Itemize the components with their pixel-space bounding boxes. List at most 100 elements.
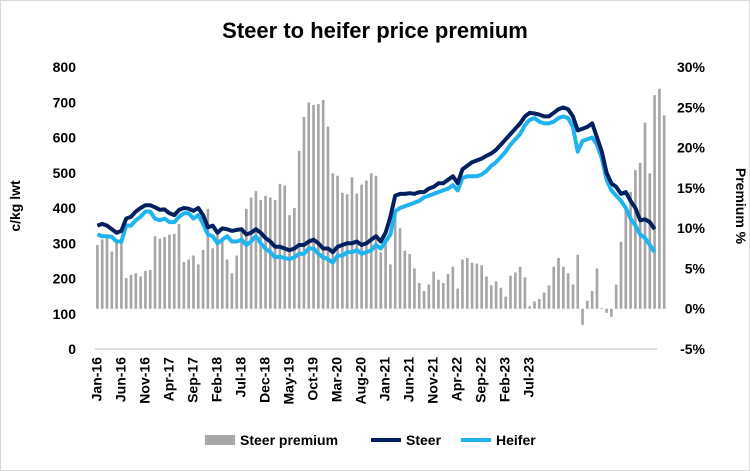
x-tick-label: Feb-23 [497, 357, 513, 402]
left-tick-label: 300 [53, 235, 77, 251]
x-tick-label: Apr-22 [449, 357, 465, 402]
legend-steer-label: Steer [406, 432, 442, 448]
premium-bar [201, 249, 205, 309]
premium-bar [196, 264, 200, 309]
premium-bar [581, 308, 584, 325]
premium-bar [523, 277, 527, 309]
premium-bar [379, 252, 383, 309]
premium-bar [297, 150, 301, 309]
x-tick-label: Jun-21 [401, 357, 417, 402]
premium-bar [489, 285, 493, 309]
premium-bar [571, 284, 575, 309]
premium-bar [643, 122, 647, 309]
left-axis-label: c/kg lwt [7, 180, 23, 232]
premium-bar [244, 208, 248, 309]
premium-bar [432, 271, 435, 309]
premium-bar [225, 259, 229, 309]
premium-bar [187, 259, 190, 309]
premium-bar [110, 251, 114, 309]
premium-bar [100, 239, 104, 309]
left-tick-label: 600 [53, 130, 77, 146]
legend-premium-swatch [205, 435, 235, 445]
premium-bar [422, 290, 426, 309]
right-tick-label: 20% [677, 140, 706, 156]
premium-bar [331, 173, 335, 309]
premium-bar [533, 301, 536, 309]
premium-bar [139, 276, 142, 309]
premium-bar [629, 191, 632, 309]
legend: Steer premium Steer Heifer [205, 432, 536, 448]
premium-bar [485, 276, 488, 309]
premium-bar [614, 284, 618, 309]
premium-bar [470, 262, 474, 309]
premium-bar [211, 248, 215, 309]
premium-bar [158, 238, 162, 309]
premium-bar [389, 264, 392, 309]
x-tick-label: Dec-18 [257, 357, 273, 403]
premium-bar [542, 292, 546, 309]
left-tick-label: 700 [53, 94, 77, 110]
premium-bar [537, 299, 541, 309]
premium-bar [461, 259, 464, 309]
premium-bar [129, 274, 133, 309]
x-axis-ticks: Jan-16 Jun-16 Nov-16 Apr-17 Sep-17 Feb-18 Jul-… [88, 357, 536, 405]
x-tick-label: Jun-16 [112, 357, 128, 402]
premium-bar [446, 274, 450, 309]
premium-bar [427, 284, 431, 309]
premium-bar [206, 208, 210, 309]
x-tick-label: Jul-23 [521, 357, 537, 398]
premium-bar [634, 170, 637, 309]
premium-bar [499, 287, 503, 309]
premium-bar [326, 126, 330, 309]
heifer-line [96, 114, 657, 265]
x-tick-label: Mar-20 [329, 357, 345, 402]
right-axis-label: Premium % [733, 168, 749, 245]
legend-premium-label: Steer premium [240, 432, 338, 448]
left-axis-ticks: 0 100 200 300 400 500 600 700 800 [53, 59, 77, 357]
premium-bar [264, 195, 267, 309]
premium-bar [317, 104, 320, 309]
premium-bar [398, 228, 402, 309]
premium-bar [341, 192, 344, 309]
premium-bar [168, 234, 171, 309]
premium-bar [96, 245, 99, 309]
premium-bar [374, 175, 378, 309]
premium-bar [220, 238, 224, 309]
premium-bar [653, 95, 656, 309]
premium-bar [610, 308, 613, 317]
x-tick-label: Sep-22 [473, 357, 489, 403]
premium-bar [182, 261, 186, 309]
premium-bar [595, 268, 599, 309]
right-tick-label: -5% [680, 341, 705, 357]
premium-bar [240, 228, 243, 309]
premium-bar [413, 268, 416, 309]
right-axis-ticks: -5% 0% 5% 10% 15% 20% 25% 30% [677, 59, 706, 357]
premium-bar [307, 102, 311, 309]
price-lines [96, 105, 657, 265]
premium-bar [619, 241, 623, 309]
right-tick-label: 0% [685, 301, 706, 317]
premium-bar [504, 296, 508, 309]
premium-bar [658, 88, 661, 309]
premium-bar [177, 224, 181, 309]
premium-bar [509, 275, 512, 309]
premium-bar [408, 253, 411, 309]
premium-bar [288, 215, 291, 309]
premium-bar [465, 257, 469, 309]
x-tick-label: Nov-16 [136, 357, 152, 404]
premium-bar [163, 237, 166, 309]
premium-bar [259, 199, 263, 309]
premium-bar [393, 212, 397, 309]
premium-bar [249, 197, 253, 309]
premium-bar [216, 234, 219, 309]
premium-bar [230, 273, 234, 309]
left-tick-label: 800 [53, 59, 77, 75]
premium-bar [590, 290, 594, 309]
right-tick-label: 5% [685, 260, 706, 276]
premium-bar [403, 250, 407, 309]
premium-bar [124, 278, 128, 309]
x-tick-label: Sep-17 [184, 357, 200, 403]
premium-bar [321, 100, 325, 309]
premium-bar [480, 265, 483, 309]
premium-bar [105, 237, 109, 309]
